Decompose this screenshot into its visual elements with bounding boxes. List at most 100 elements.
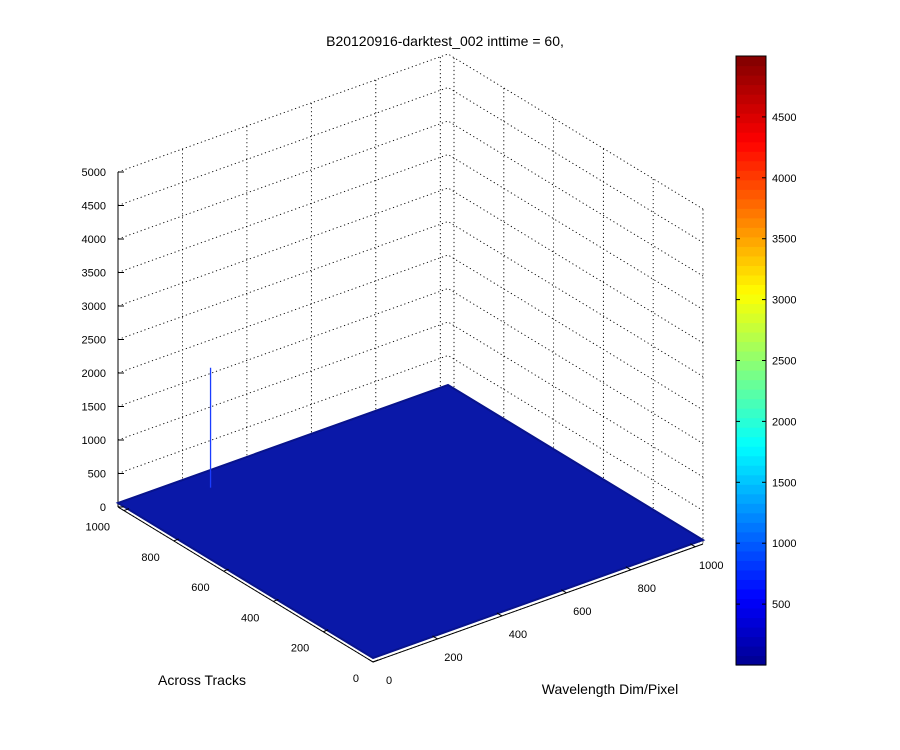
x-tick-mark — [432, 635, 438, 640]
colorbar-swatch — [736, 84, 766, 95]
grid-line-z — [117, 53, 704, 210]
colorbar-swatch — [736, 427, 766, 438]
y-tick-label: 200 — [291, 643, 309, 655]
grid-line-z — [117, 254, 704, 411]
colorbar-swatch — [736, 569, 766, 580]
colorbar-swatch — [736, 246, 766, 257]
colorbar-swatch — [736, 274, 766, 285]
colorbar-swatch — [736, 455, 766, 466]
surface-layer — [115, 367, 706, 660]
colorbar-tick-label: 1000 — [772, 538, 796, 550]
z-tick-label: 3000 — [82, 301, 106, 313]
colorbar-swatch — [736, 312, 766, 324]
colorbar-swatch — [736, 389, 766, 400]
colorbar-swatch — [736, 160, 766, 171]
colorbar-swatch — [736, 65, 766, 76]
x-tick-mark — [625, 566, 632, 571]
colorbar-swatch — [736, 284, 766, 295]
y-tick-mark — [223, 568, 229, 572]
colorbar-swatch — [736, 189, 766, 200]
x-tick-label: 0 — [386, 675, 392, 687]
colorbar-swatch — [736, 560, 766, 571]
colorbar-swatch — [736, 236, 766, 247]
x-tick-label: 200 — [444, 652, 462, 664]
colorbar-tick-label: 1500 — [772, 477, 796, 489]
y-tick-label: 400 — [241, 612, 259, 624]
colorbar-swatch — [736, 255, 766, 266]
colorbar-swatch — [736, 341, 766, 352]
y-axis-line — [117, 506, 374, 663]
z-tick-label: 3500 — [82, 268, 106, 280]
x-tick-label: 400 — [509, 629, 527, 641]
y-tick-mark — [273, 598, 279, 602]
y-tick-label: 600 — [191, 582, 209, 594]
colorbar-swatch — [736, 227, 766, 238]
x-tick-mark — [367, 658, 374, 663]
colorbar-swatch — [736, 550, 766, 561]
colorbar-tick-label: 3500 — [772, 234, 796, 246]
colorbar-swatch — [736, 103, 766, 114]
colorbar-swatch — [736, 217, 766, 228]
colorbar-tick-label: 4000 — [772, 173, 796, 185]
colorbar-swatch — [736, 579, 766, 590]
colorbar-swatch — [736, 293, 766, 305]
z-tick-label: 2000 — [82, 368, 106, 380]
colorbar-swatch — [736, 446, 766, 457]
colorbar-swatch — [736, 303, 766, 314]
colorbar-swatch — [736, 465, 766, 476]
y-tick-mark — [173, 538, 179, 542]
grid-line-z — [117, 120, 704, 277]
colorbar-swatch — [736, 598, 766, 609]
colorbar-swatch — [736, 122, 766, 133]
colorbar-swatch — [736, 626, 766, 638]
colorbar-tick-label: 3000 — [772, 295, 796, 307]
grid-line-z — [117, 321, 704, 478]
colorbar-swatch — [736, 379, 766, 390]
colorbar-swatch — [736, 56, 766, 67]
x-tick-mark — [690, 543, 696, 548]
colorbar-swatch — [736, 645, 766, 657]
colorbar-swatch — [736, 503, 766, 514]
z-tick-label: 5000 — [82, 167, 106, 179]
grid-line-z — [117, 187, 704, 344]
z-tick-label: 0 — [100, 502, 106, 514]
colorbar-swatch — [736, 512, 766, 523]
x-tick-label: 800 — [638, 583, 656, 595]
z-tick-label: 1500 — [82, 402, 106, 414]
y-tick-mark — [323, 629, 329, 633]
tick-labels: 0500100015002000250030003500400045005000… — [82, 167, 724, 687]
y-axis-label: Across Tracks — [158, 672, 246, 688]
colorbar-swatch — [736, 417, 766, 428]
y-tick-label: 0 — [353, 673, 359, 685]
z-tick-label: 4000 — [82, 234, 106, 246]
colorbar-swatch — [736, 655, 766, 666]
colorbar-swatch — [736, 531, 766, 542]
colorbar-swatch — [736, 474, 766, 485]
colorbar-swatch — [736, 541, 766, 552]
colorbar-swatch — [736, 617, 766, 628]
colorbar-swatch — [736, 75, 766, 86]
colorbar-swatch — [736, 94, 766, 105]
x-tick-mark — [561, 589, 567, 594]
surface-plane — [115, 383, 706, 660]
y-tick-mark — [372, 659, 379, 663]
colorbar-swatch — [736, 588, 766, 599]
colorbar-swatch — [736, 350, 766, 362]
colorbar-swatch — [736, 322, 766, 333]
colorbar-swatch — [736, 360, 766, 371]
colorbar-swatch — [736, 198, 766, 209]
colorbar-swatch — [736, 208, 766, 219]
x-axis-line — [372, 543, 704, 663]
colorbar-swatch — [736, 493, 766, 504]
y-tick-label: 800 — [141, 552, 159, 564]
y-tick-label: 1000 — [85, 522, 109, 534]
chart-title: B20120916-darktest_002 inttime = 60, — [326, 33, 564, 49]
colorbar-swatch — [736, 636, 766, 647]
x-tick-label: 600 — [573, 606, 591, 618]
x-tick-mark — [496, 612, 503, 617]
x-tick-label: 1000 — [699, 560, 723, 572]
colorbar-swatch — [736, 179, 766, 190]
colorbar-swatch — [736, 484, 766, 495]
